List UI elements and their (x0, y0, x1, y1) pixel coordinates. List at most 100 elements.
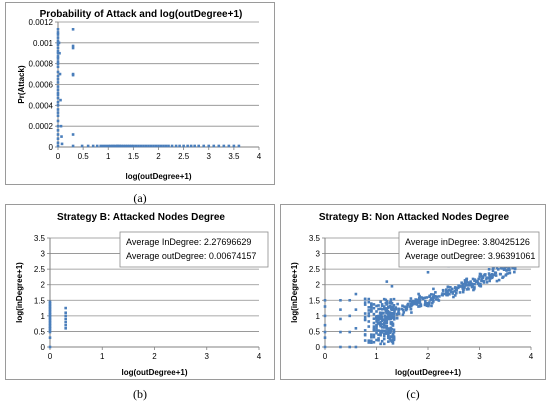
data-point (467, 281, 471, 285)
data-point (465, 288, 469, 291)
data-point (449, 289, 452, 292)
data-point (48, 327, 52, 330)
data-point (124, 144, 127, 148)
data-point (417, 305, 420, 308)
data-point (507, 266, 510, 270)
x-tick-label: 1 (106, 152, 111, 161)
data-point (406, 302, 410, 306)
x-tick-label: 2.5 (178, 152, 190, 161)
data-point (56, 100, 60, 104)
data-point (64, 317, 67, 321)
data-point (488, 277, 492, 280)
data-point (388, 304, 392, 308)
data-point (377, 307, 380, 311)
data-point (397, 310, 400, 313)
data-point (48, 306, 52, 310)
data-point (212, 144, 216, 148)
data-point (487, 267, 491, 271)
data-point (339, 308, 342, 311)
data-point (387, 316, 391, 320)
data-point (48, 314, 52, 318)
y-tick-label: 0.5 (34, 327, 46, 336)
data-point (104, 144, 108, 148)
data-point (391, 312, 394, 316)
data-point (392, 297, 396, 301)
data-point (217, 144, 221, 148)
data-point (495, 266, 499, 270)
data-point (383, 320, 387, 323)
data-point (483, 273, 487, 277)
data-point (117, 144, 120, 148)
data-point (174, 144, 178, 148)
data-point (414, 301, 418, 304)
data-point (48, 336, 52, 339)
data-point (382, 323, 386, 327)
data-point (56, 46, 60, 50)
x-tick-label: 3 (207, 152, 212, 161)
data-point (384, 330, 388, 334)
data-point (380, 304, 384, 308)
data-point (382, 334, 386, 338)
data-point (384, 332, 388, 335)
data-point (387, 340, 390, 343)
x-tick-label: 1 (100, 352, 105, 361)
data-point (339, 317, 342, 321)
data-point (389, 315, 393, 318)
data-point (435, 295, 439, 298)
y-tick-label: 3.5 (34, 234, 46, 243)
data-point (380, 317, 384, 321)
data-point (154, 144, 158, 148)
data-point (384, 308, 387, 311)
data-point (370, 335, 373, 339)
data-point (354, 292, 358, 296)
data-point (137, 144, 140, 148)
data-point (388, 331, 392, 335)
y-tick-label: 2 (316, 281, 321, 290)
data-point (58, 51, 61, 55)
data-point (363, 318, 367, 322)
data-point (56, 141, 60, 145)
annotation-box (398, 231, 540, 268)
data-point (372, 325, 376, 328)
data-point (476, 281, 480, 285)
data-point (375, 329, 378, 332)
data-point (48, 309, 52, 313)
data-point (375, 338, 378, 342)
data-point (375, 304, 378, 308)
data-point (479, 284, 482, 288)
data-point (410, 301, 413, 304)
data-point (375, 331, 378, 335)
data-point (323, 314, 327, 318)
data-point (415, 303, 419, 306)
data-point (378, 317, 382, 320)
y-tick-label: 0.0012 (29, 18, 54, 27)
data-point (488, 279, 491, 283)
data-point (445, 290, 448, 294)
data-point (363, 315, 367, 319)
data-point (385, 319, 389, 323)
data-point (118, 144, 122, 148)
data-point (385, 311, 388, 315)
data-point (424, 301, 428, 305)
data-point (418, 304, 422, 308)
data-point (385, 303, 389, 306)
data-point (60, 142, 64, 146)
data-point (56, 70, 60, 74)
data-point (431, 298, 434, 302)
data-point (409, 307, 413, 311)
data-point (56, 111, 60, 114)
data-point (420, 296, 423, 299)
data-point (363, 339, 367, 342)
y-tick-label: 0 (41, 343, 46, 352)
data-point (432, 293, 436, 296)
data-point (394, 306, 398, 309)
data-point (397, 308, 401, 311)
x-tick-label: 2 (426, 352, 431, 361)
data-point (387, 315, 390, 319)
data-point (426, 270, 430, 274)
data-point (377, 304, 380, 307)
data-point (162, 144, 165, 148)
data-point (497, 278, 501, 282)
data-point (128, 144, 131, 148)
data-point (382, 337, 386, 341)
